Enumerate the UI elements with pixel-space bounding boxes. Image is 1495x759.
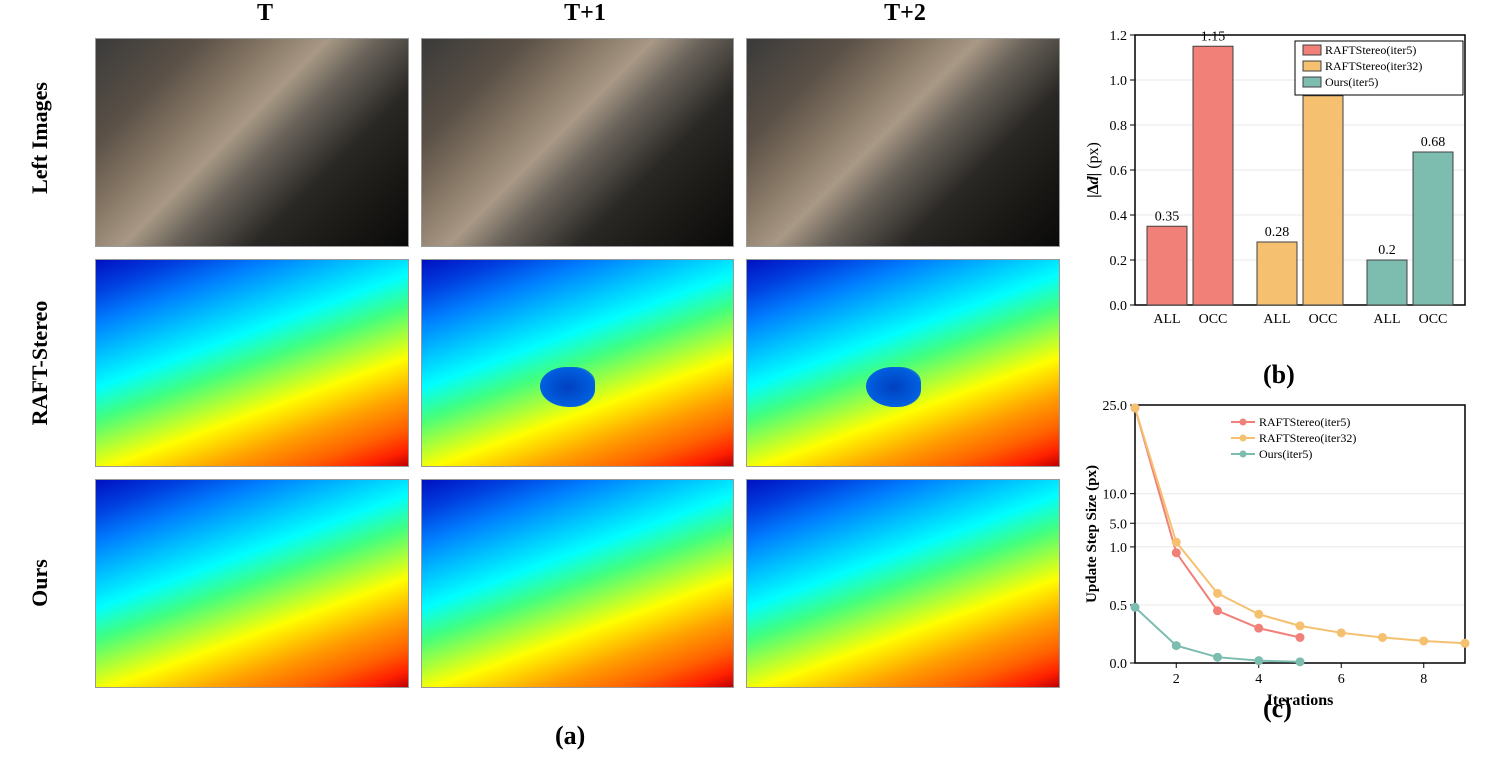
- artifact-blob: [540, 367, 595, 407]
- svg-text:4: 4: [1255, 672, 1262, 687]
- image-left-t2: [746, 38, 1060, 247]
- svg-text:0.2: 0.2: [1378, 243, 1396, 258]
- right-panel: 0.0 0.2 0.4 0.6 0.8 1.0 1.2 |Δd| (px) 0.35 ALL 1.1…: [1080, 0, 1495, 759]
- svg-text:0.4: 0.4: [1110, 209, 1128, 224]
- depth-ours-t1: [421, 479, 735, 688]
- svg-text:0.6: 0.6: [1110, 164, 1128, 179]
- svg-text:Ours(iter5): Ours(iter5): [1259, 447, 1312, 461]
- svg-text:2: 2: [1173, 672, 1180, 687]
- bar-chart-svg: 0.0 0.2 0.4 0.6 0.8 1.0 1.2 |Δd| (px) 0.35 ALL 1.1…: [1080, 20, 1475, 360]
- svg-text:25.0: 25.0: [1103, 399, 1128, 414]
- svg-text:ALL: ALL: [1153, 312, 1180, 327]
- svg-text:OCC: OCC: [1199, 312, 1228, 327]
- svg-text:8: 8: [1420, 672, 1427, 687]
- panel-a: T T+1 T+2 Left Images RAFT-Stereo Ours (…: [0, 0, 1080, 759]
- depth-ours-t: [95, 479, 409, 688]
- svg-text:0.0: 0.0: [1110, 299, 1128, 314]
- svg-text:1.2: 1.2: [1110, 29, 1128, 44]
- image-grid: [95, 38, 1060, 688]
- depth-raft-t2: [746, 259, 1060, 468]
- line-chart-svg: 0.00.51.05.010.025.02468IterationsUpdate…: [1080, 390, 1475, 730]
- svg-text:1.0: 1.0: [1110, 74, 1128, 89]
- svg-text:|Δd| (px): |Δd| (px): [1085, 142, 1102, 198]
- depth-raft-t: [95, 259, 409, 468]
- bar-chart: 0.0 0.2 0.4 0.6 0.8 1.0 1.2 |Δd| (px) 0.35 ALL 1.1…: [1080, 20, 1475, 360]
- svg-text:RAFTStereo(iter32): RAFTStereo(iter32): [1325, 59, 1422, 73]
- col-header-t1: T+1: [425, 0, 745, 27]
- svg-text:OCC: OCC: [1419, 312, 1448, 327]
- column-header-row: T T+1 T+2: [105, 0, 1065, 27]
- svg-text:0.0: 0.0: [1110, 657, 1128, 672]
- svg-text:Ours(iter5): Ours(iter5): [1325, 75, 1378, 89]
- col-header-t: T: [105, 0, 425, 27]
- row-label-raft: RAFT-Stereo: [27, 283, 53, 443]
- panel-label-c: (c): [1263, 694, 1292, 724]
- panel-label-a: (a): [555, 721, 585, 751]
- col-header-t2: T+2: [745, 0, 1065, 27]
- svg-text:0.8: 0.8: [1110, 119, 1128, 134]
- svg-text:6: 6: [1338, 672, 1345, 687]
- image-left-t: [95, 38, 409, 247]
- svg-text:RAFTStereo(iter5): RAFTStereo(iter5): [1325, 43, 1416, 57]
- panel-label-b: (b): [1263, 360, 1295, 390]
- svg-text:ALL: ALL: [1373, 312, 1400, 327]
- svg-text:ALL: ALL: [1263, 312, 1290, 327]
- row-label-ours: Ours: [27, 503, 53, 663]
- depth-raft-t1: [421, 259, 735, 468]
- line-chart: 0.00.51.05.010.025.02468IterationsUpdate…: [1080, 390, 1475, 730]
- svg-text:5.0: 5.0: [1110, 517, 1128, 532]
- svg-text:0.68: 0.68: [1421, 135, 1446, 150]
- svg-text:1.0: 1.0: [1110, 541, 1128, 556]
- svg-text:0.35: 0.35: [1155, 209, 1180, 224]
- artifact-blob: [866, 367, 921, 407]
- svg-text:RAFTStereo(iter5): RAFTStereo(iter5): [1259, 415, 1350, 429]
- row-label-left-images: Left Images: [27, 58, 53, 218]
- figure-container: T T+1 T+2 Left Images RAFT-Stereo Ours (…: [0, 0, 1495, 759]
- depth-ours-t2: [746, 479, 1060, 688]
- image-left-t1: [421, 38, 735, 247]
- svg-text:OCC: OCC: [1309, 312, 1338, 327]
- svg-text:1.15: 1.15: [1201, 29, 1226, 44]
- svg-text:0.2: 0.2: [1110, 254, 1128, 269]
- svg-text:RAFTStereo(iter32): RAFTStereo(iter32): [1259, 431, 1356, 445]
- svg-text:Update Step Size (px): Update Step Size (px): [1084, 465, 1100, 603]
- svg-text:0.5: 0.5: [1110, 599, 1128, 614]
- svg-text:0.28: 0.28: [1265, 225, 1290, 240]
- svg-text:10.0: 10.0: [1103, 488, 1128, 503]
